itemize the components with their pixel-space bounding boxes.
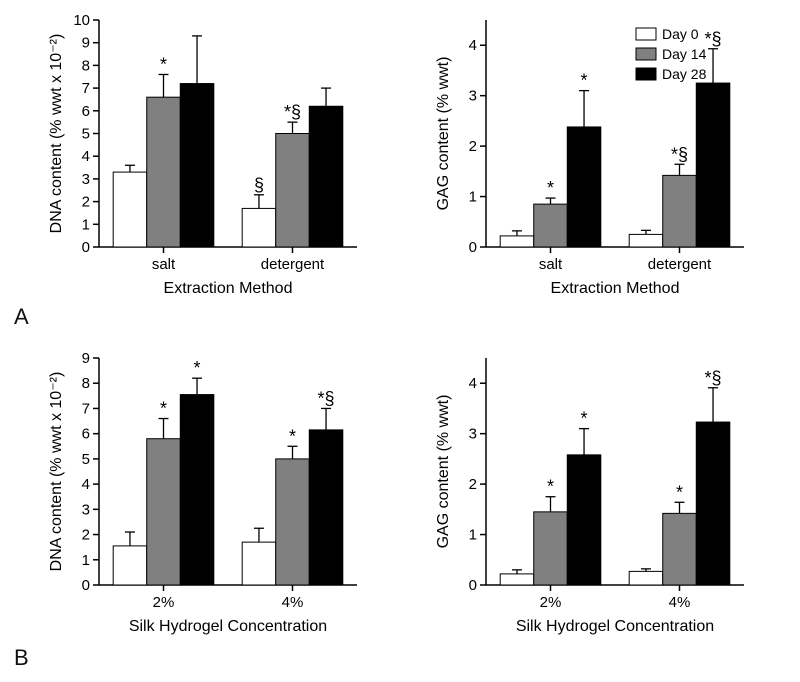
x-category-label: 4% — [282, 594, 304, 611]
significance-annotation: *§ — [318, 388, 335, 408]
svg-text:9: 9 — [82, 35, 90, 52]
significance-annotation: * — [194, 358, 201, 378]
y-axis-label: DNA content (% wwt x 10⁻²) — [48, 372, 65, 572]
x-axis-label: Silk Hydrogel Concentration — [516, 618, 714, 635]
chart-B-left: 0 1 2 3 4 5 6 7 8 9 DNA content (% wwt x 10⁻²) * * 2%… — [45, 350, 365, 645]
significance-annotation: * — [160, 54, 167, 74]
panel-letter-A: A — [14, 304, 29, 330]
significance-annotation: *§ — [671, 144, 688, 164]
x-category-label: detergent — [648, 256, 712, 273]
svg-text:10: 10 — [73, 12, 90, 29]
svg-text:6: 6 — [82, 426, 90, 443]
x-axis-label: Extraction Method — [551, 280, 680, 297]
x-category-label: salt — [539, 256, 563, 273]
svg-text:1: 1 — [82, 552, 90, 569]
svg-text:4: 4 — [82, 148, 90, 165]
svg-text:1: 1 — [469, 527, 477, 544]
svg-text:4: 4 — [469, 375, 477, 392]
svg-text:0: 0 — [469, 577, 477, 594]
legend: Day 0 Day 14 Day 28 — [636, 26, 707, 82]
x-axis-label: Silk Hydrogel Concentration — [129, 618, 327, 635]
svg-text:3: 3 — [82, 501, 90, 518]
figure-panel-grid: A B 012345678910DNA content (% wwt x 10⁻… — [0, 0, 800, 682]
svg-text:2: 2 — [469, 138, 477, 155]
svg-text:8: 8 — [82, 375, 90, 392]
y-axis-label: GAG content (% wwt) — [435, 395, 452, 549]
y-axis-label: DNA content (% wwt x 10⁻²) — [48, 34, 65, 234]
svg-text:3: 3 — [82, 171, 90, 188]
legend-label: Day 14 — [662, 46, 707, 62]
x-category-label: 4% — [669, 594, 691, 611]
svg-text:8: 8 — [82, 57, 90, 74]
svg-text:9: 9 — [82, 350, 90, 367]
significance-annotation: * — [676, 482, 683, 502]
significance-annotation: *§ — [284, 102, 301, 122]
significance-annotation: * — [160, 399, 167, 419]
svg-text:7: 7 — [82, 400, 90, 417]
svg-text:7: 7 — [82, 80, 90, 97]
svg-text:4: 4 — [469, 37, 477, 54]
svg-text:6: 6 — [82, 103, 90, 120]
significance-annotation: * — [581, 409, 588, 429]
x-category-label: 2% — [153, 594, 175, 611]
svg-text:1: 1 — [469, 189, 477, 206]
panel-letter-B: B — [14, 645, 29, 671]
svg-text:5: 5 — [82, 126, 90, 143]
svg-text:2: 2 — [82, 527, 90, 544]
svg-text:0: 0 — [82, 577, 90, 594]
legend-label: Day 28 — [662, 66, 707, 82]
legend-label: Day 0 — [662, 26, 699, 42]
chart-A-left: 0 1 2 3 4 5 6 7 8 9 10 DNA content (% wwt x 10⁻²) * s… — [45, 12, 365, 307]
significance-annotation: * — [581, 71, 588, 91]
significance-annotation: *§ — [705, 368, 722, 388]
y-axis-label: GAG content (% wwt) — [435, 57, 452, 211]
x-axis-label: Extraction Method — [164, 280, 293, 297]
svg-text:3: 3 — [469, 88, 477, 105]
x-category-label: 2% — [540, 594, 562, 611]
significance-annotation: § — [254, 175, 264, 195]
significance-annotation: *§ — [705, 29, 722, 49]
chart-B-right: 0 1 2 3 4 GAG content (% wwt) * * 2% * *§ 4% Silk Hy… — [432, 350, 752, 645]
significance-annotation: * — [289, 426, 296, 446]
x-category-label: salt — [152, 256, 176, 273]
svg-text:2: 2 — [469, 476, 477, 493]
significance-annotation: * — [547, 178, 554, 198]
svg-text:4: 4 — [82, 476, 90, 493]
svg-text:0: 0 — [82, 239, 90, 256]
x-category-label: detergent — [261, 256, 325, 273]
significance-annotation: * — [547, 477, 554, 497]
svg-text:1: 1 — [82, 216, 90, 233]
svg-text:0: 0 — [469, 239, 477, 256]
svg-text:5: 5 — [82, 451, 90, 468]
chart-A-right: 0 1 2 3 4 GAG content (% wwt) * * salt *§ *§ deterg… — [432, 12, 752, 307]
svg-text:3: 3 — [469, 426, 477, 443]
svg-text:2: 2 — [82, 194, 90, 211]
